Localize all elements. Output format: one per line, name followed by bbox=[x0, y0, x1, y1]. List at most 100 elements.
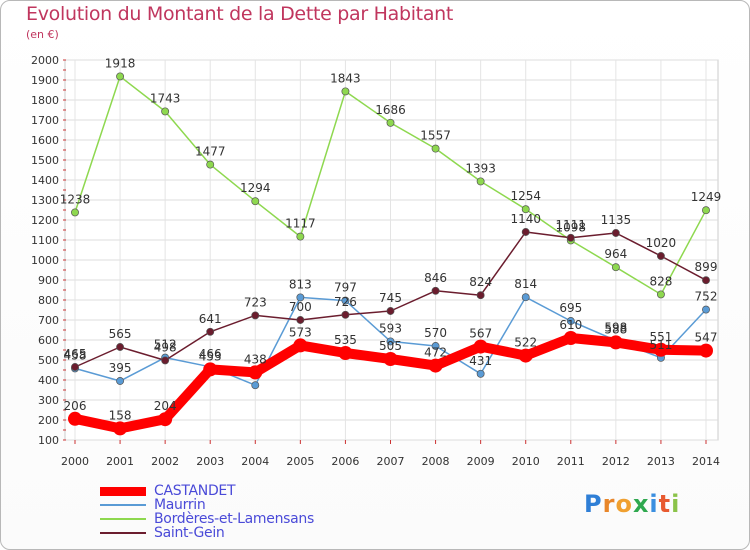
x-tick-label: 2008 bbox=[422, 455, 450, 468]
data-point bbox=[248, 365, 263, 380]
data-label: 1249 bbox=[691, 190, 722, 204]
y-tick-label: 1900 bbox=[31, 74, 59, 87]
data-point bbox=[608, 335, 623, 350]
data-label: 512 bbox=[154, 338, 177, 352]
y-tick-label: 2000 bbox=[31, 54, 59, 67]
data-label: 1140 bbox=[510, 212, 541, 226]
y-tick-label: 1000 bbox=[31, 254, 59, 267]
data-label: 814 bbox=[514, 277, 537, 291]
data-label: 453 bbox=[199, 349, 222, 363]
y-tick-label: 1700 bbox=[31, 114, 59, 127]
data-point bbox=[521, 228, 530, 236]
data-label: 797 bbox=[334, 281, 357, 295]
data-point bbox=[656, 290, 665, 299]
data-label: 472 bbox=[424, 346, 447, 360]
y-tick-label: 500 bbox=[38, 354, 59, 367]
data-point bbox=[653, 342, 668, 357]
data-point bbox=[341, 87, 350, 96]
data-point bbox=[158, 412, 173, 427]
data-label: 695 bbox=[559, 301, 582, 315]
x-tick-label: 2014 bbox=[692, 455, 720, 468]
x-tick-label: 2013 bbox=[647, 455, 675, 468]
data-point bbox=[296, 293, 305, 302]
data-label: 1843 bbox=[330, 71, 361, 85]
y-tick-label: 100 bbox=[38, 434, 59, 447]
y-tick-label: 1200 bbox=[31, 214, 59, 227]
logo-letter: o bbox=[615, 490, 633, 518]
data-point bbox=[251, 197, 260, 206]
y-tick-label: 400 bbox=[38, 374, 59, 387]
data-point bbox=[251, 381, 260, 390]
data-label: 1020 bbox=[646, 236, 677, 250]
data-label: 1098 bbox=[556, 220, 587, 234]
data-label: 1111 bbox=[556, 218, 587, 232]
data-point bbox=[386, 307, 395, 315]
data-label: 547 bbox=[695, 331, 718, 345]
data-point bbox=[476, 369, 485, 378]
legend-label: Bordères-et-Lamensans bbox=[154, 511, 314, 527]
legend-swatch bbox=[100, 518, 146, 520]
y-tick-label: 300 bbox=[38, 394, 59, 407]
logo-letter: i bbox=[671, 490, 681, 518]
data-label: 745 bbox=[379, 291, 402, 305]
data-point bbox=[611, 263, 620, 272]
data-point bbox=[68, 411, 82, 426]
data-point bbox=[431, 342, 440, 350]
data-label: 498 bbox=[154, 340, 177, 354]
data-point bbox=[161, 107, 170, 116]
data-label: 1238 bbox=[60, 192, 91, 206]
data-label: 1686 bbox=[375, 103, 406, 117]
proxiti-logo: Proxiti bbox=[584, 490, 680, 518]
data-label: 395 bbox=[109, 361, 132, 375]
y-tick-label: 800 bbox=[38, 294, 59, 307]
data-label: 465 bbox=[64, 347, 87, 361]
data-label: 158 bbox=[109, 408, 132, 422]
y-tick-label: 600 bbox=[38, 334, 59, 347]
data-label: 813 bbox=[289, 277, 312, 291]
data-label: 824 bbox=[469, 275, 492, 289]
data-label: 567 bbox=[469, 327, 492, 341]
legend-label: CASTANDET bbox=[154, 483, 236, 499]
data-point bbox=[431, 144, 440, 153]
y-tick-label: 1100 bbox=[31, 234, 59, 247]
data-label: 610 bbox=[559, 318, 582, 332]
y-tick-label: 900 bbox=[38, 274, 59, 287]
data-label: 1117 bbox=[285, 217, 316, 231]
data-point bbox=[566, 317, 575, 325]
data-label: 551 bbox=[649, 330, 672, 344]
data-point bbox=[293, 338, 308, 353]
y-tick-label: 1300 bbox=[31, 194, 59, 207]
data-point bbox=[521, 205, 530, 214]
legend-swatch bbox=[100, 504, 146, 506]
x-tick-label: 2009 bbox=[467, 455, 495, 468]
data-label: 570 bbox=[424, 326, 447, 340]
data-label: 1254 bbox=[510, 189, 541, 203]
data-label: 752 bbox=[695, 290, 718, 304]
data-point bbox=[251, 311, 260, 320]
data-point bbox=[383, 352, 398, 366]
data-point bbox=[71, 363, 79, 371]
x-tick-label: 2004 bbox=[241, 455, 269, 468]
data-label: 726 bbox=[334, 295, 357, 309]
x-tick-label: 2007 bbox=[377, 455, 405, 468]
x-tick-label: 2002 bbox=[151, 455, 179, 468]
data-label: 1477 bbox=[195, 145, 226, 159]
data-label: 846 bbox=[424, 271, 447, 285]
x-tick-label: 2003 bbox=[196, 455, 224, 468]
data-point bbox=[656, 252, 665, 260]
data-point bbox=[476, 177, 485, 186]
data-label: 522 bbox=[514, 336, 537, 350]
data-label: 438 bbox=[244, 352, 267, 366]
data-label: 1135 bbox=[601, 213, 632, 227]
data-label: 828 bbox=[649, 274, 672, 288]
logo-letter: x bbox=[632, 490, 650, 518]
x-tick-label: 2006 bbox=[331, 455, 359, 468]
data-label: 1557 bbox=[420, 129, 451, 143]
data-point bbox=[116, 377, 125, 385]
y-tick-label: 700 bbox=[38, 314, 59, 327]
logo-letter: i bbox=[649, 490, 659, 518]
data-point bbox=[702, 305, 710, 314]
series-borderes-et-lamensans bbox=[71, 72, 710, 299]
data-label: 593 bbox=[379, 321, 402, 335]
